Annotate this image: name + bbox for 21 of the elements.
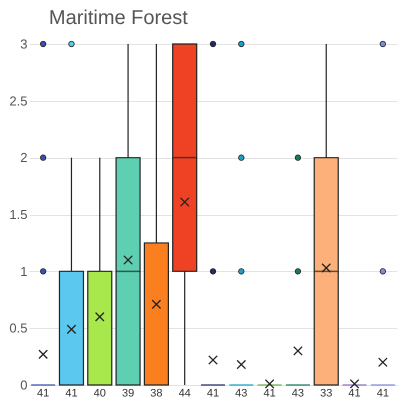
y-tick-label: 0 xyxy=(20,378,28,392)
y-tick-label: 2.5 xyxy=(9,93,28,108)
y-tick-label: 1 xyxy=(20,264,28,279)
x-tick-label: 40 xyxy=(94,388,106,400)
y-tick-label: 2 xyxy=(20,150,28,166)
x-tick-label: 33 xyxy=(320,388,332,400)
x-tick-label: 43 xyxy=(235,388,248,400)
x-tick-label: 43 xyxy=(292,388,304,400)
x-tick-label: 41 xyxy=(37,388,50,400)
y-tick-label: 0.5 xyxy=(9,320,28,336)
y-tick-label: 1.5 xyxy=(9,207,28,222)
x-tick-label: 44 xyxy=(178,388,191,400)
y-tick-label: 3 xyxy=(20,36,28,52)
x-tick-label: 41 xyxy=(65,388,78,400)
chart-title: Maritime Forest xyxy=(48,7,188,29)
x-tick-label: 41 xyxy=(263,388,276,400)
x-tick-label: 38 xyxy=(150,388,163,400)
x-tick-label: 39 xyxy=(122,388,134,400)
x-tick-label: 41 xyxy=(206,388,220,400)
x-tick-label: 41 xyxy=(376,388,389,400)
x-tick-label: 41 xyxy=(348,388,361,400)
